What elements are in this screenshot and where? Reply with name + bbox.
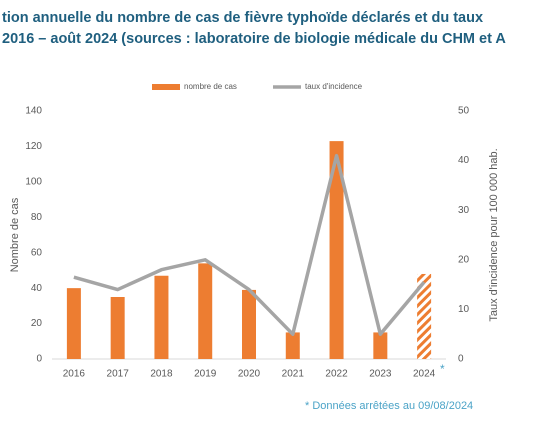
x-tick-label: 2023 (369, 369, 392, 380)
y-tick-label: 0 (36, 354, 42, 365)
line (73, 153, 426, 336)
legend-label: nombre de cas (184, 82, 237, 91)
y2-tick-label: 10 (458, 304, 470, 315)
x-tick-label: 2016 (63, 369, 86, 380)
bar (110, 297, 125, 359)
bar (285, 332, 300, 359)
y2-axis-label: Taux d'incidence pour 100 000 hab. (488, 148, 500, 321)
chart-title: 2016 – août 2024 (sources : laboratoire … (2, 31, 506, 47)
footnote: * Données arrêtées au 09/08/2024 (305, 400, 473, 412)
bar (154, 275, 169, 359)
y-tick-label: 80 (31, 212, 43, 223)
x-tick-label: 2020 (238, 369, 261, 380)
y-tick-label: 60 (31, 247, 43, 258)
legend-swatch (152, 84, 180, 90)
y-tick-label: 100 (25, 176, 42, 187)
x-tick-label: 2021 (282, 369, 305, 380)
bar (373, 332, 388, 359)
y-tick-label: 120 (25, 141, 42, 152)
bar (329, 141, 344, 359)
legend-label: taux d'incidence (305, 82, 363, 91)
bar (198, 263, 213, 359)
category-note: * (440, 362, 445, 376)
y-axis-label: Nombre de cas (9, 197, 21, 272)
y2-tick-label: 40 (458, 155, 470, 166)
chart-title: tion annuelle du nombre de cas de fièvre… (2, 10, 483, 26)
y2-tick-label: 30 (458, 205, 470, 216)
x-tick-label: 2019 (194, 369, 217, 380)
y-tick-label: 140 (25, 106, 42, 117)
y2-tick-label: 20 (458, 254, 470, 265)
x-tick-label: 2017 (107, 369, 130, 380)
x-tick-label: 2018 (150, 369, 173, 380)
y2-tick-label: 50 (458, 106, 470, 117)
y-tick-label: 20 (31, 318, 43, 329)
x-tick-label: 2024 (413, 369, 436, 380)
y-tick-label: 40 (31, 283, 43, 294)
bar (66, 288, 81, 359)
bar (242, 289, 256, 359)
bar (417, 273, 432, 359)
x-tick-label: 2022 (325, 369, 348, 380)
y2-tick-label: 0 (458, 354, 464, 365)
